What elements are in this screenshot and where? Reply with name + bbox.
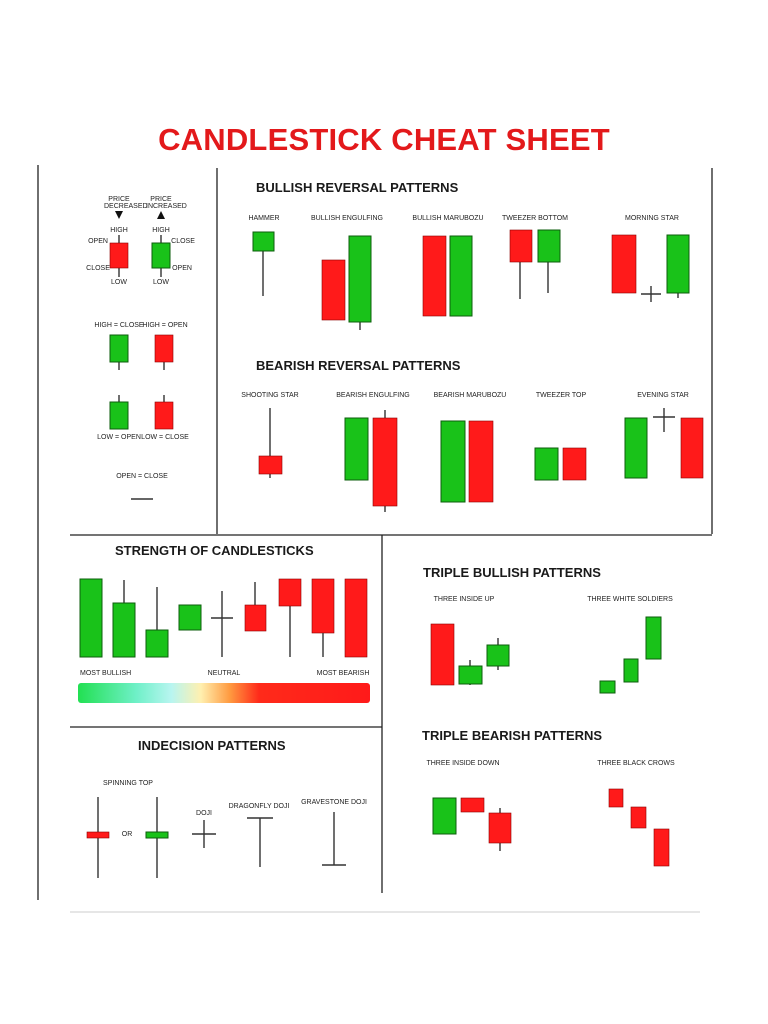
bullish-marubozu-bear <box>422 235 447 317</box>
legend-open-close-label: OPEN = CLOSE <box>116 473 168 480</box>
triple-bearish-heading: TRIPLE BEARISH PATTERNS <box>422 728 603 743</box>
bullish-reversal-drawings <box>252 229 690 330</box>
morning-star-bear <box>611 234 637 294</box>
spinning-top-label: SPINNING TOP <box>103 780 153 787</box>
legend-close-label-right: CLOSE <box>171 238 195 245</box>
bearish-marubozu-bear <box>468 420 494 503</box>
price-decreased-label: PRICE DECREASED <box>104 196 148 210</box>
legend-low-label-left: LOW <box>111 279 127 286</box>
bullish-engulfing-label: BULLISH ENGULFING <box>311 215 383 222</box>
strength-gradient-bar <box>78 683 370 703</box>
tweezer-bottom-label: TWEEZER BOTTOM <box>502 215 568 222</box>
hammer-label: HAMMER <box>248 215 280 222</box>
legend-bull-candle <box>151 242 171 269</box>
shooting-star-candle <box>258 455 283 475</box>
bearish-engulfing-label: BEARISH ENGULFING <box>336 392 410 399</box>
tweezer-bottom-bull <box>537 229 561 263</box>
neutral-label: NEUTRAL <box>207 670 241 677</box>
legend-low-open-label: LOW = OPEN <box>97 434 141 441</box>
tweezer-top-bear <box>562 447 587 481</box>
legend-low-close-label: LOW = CLOSE <box>141 434 189 441</box>
three-white-soldiers-label: THREE WHITE SOLDIERS <box>587 596 673 603</box>
indecision-drawings <box>86 797 346 878</box>
legend-high-label-right: HIGH <box>152 227 170 234</box>
triple-bullish-drawings <box>430 616 662 694</box>
three-inside-down-label: THREE INSIDE DOWN <box>426 760 500 767</box>
strength-heading: STRENGTH OF CANDLESTICKS <box>115 543 314 558</box>
strength-drawings <box>78 578 370 703</box>
morning-star-label: MORNING STAR <box>625 215 679 222</box>
legend-open-label-left: OPEN <box>88 238 108 245</box>
down-arrow-icon <box>115 211 123 219</box>
up-arrow-icon <box>157 211 165 219</box>
shooting-star-label: SHOOTING STAR <box>241 392 299 399</box>
most-bearish-label: MOST BEARISH <box>316 670 370 677</box>
bearish-engulfing-bear <box>372 417 398 507</box>
three-inside-up-label: THREE INSIDE UP <box>433 596 495 603</box>
legend-low-label-right: LOW <box>153 279 169 286</box>
evening-star-label: EVENING STAR <box>637 392 689 399</box>
or-label: OR <box>121 831 133 838</box>
legend-shaved-bottom-bear <box>154 401 174 430</box>
morning-star-bull <box>666 234 690 294</box>
legend-high-open-label: HIGH = OPEN <box>142 322 188 329</box>
legend-high-close-label: HIGH = CLOSE <box>94 322 144 329</box>
evening-star-bull <box>624 417 648 479</box>
page-title: CANDLESTICK CHEAT SHEET <box>158 122 610 157</box>
legend-high-label-left: HIGH <box>110 227 128 234</box>
most-bullish-label: MOST BULLISH <box>80 670 132 677</box>
three-black-crows-label: THREE BLACK CROWS <box>597 760 675 767</box>
price-increased-label: PRICE INCREASED <box>146 196 187 210</box>
evening-star-bear <box>680 417 704 479</box>
bullish-engulfing-bull <box>348 235 372 323</box>
tweezer-top-label: TWEEZER TOP <box>535 392 587 399</box>
legend-bear-candle <box>109 242 129 269</box>
legend-open-label-right: OPEN <box>172 265 192 272</box>
legend-shaved-top-bear <box>154 334 174 363</box>
triple-bearish-drawings <box>432 788 670 867</box>
legend-close-label-left: CLOSE <box>86 265 110 272</box>
bearish-reversal-drawings <box>258 408 704 512</box>
bullish-marubozu-bull <box>449 235 473 317</box>
bearish-reversal-heading: BEARISH REVERSAL PATTERNS <box>256 358 461 373</box>
dragonfly-doji-label: DRAGONFLY DOJI <box>228 803 290 810</box>
section-dividers <box>37 165 713 913</box>
doji-label: DOJI <box>196 810 212 817</box>
legend-candles <box>109 211 174 500</box>
tweezer-bottom-bear <box>509 229 533 263</box>
bearish-marubozu-bull <box>440 420 466 503</box>
legend-shaved-top-bull <box>109 334 129 363</box>
bullish-reversal-heading: BULLISH REVERSAL PATTERNS <box>256 180 459 195</box>
indecision-heading: INDECISION PATTERNS <box>138 738 286 753</box>
bearish-engulfing-bull <box>344 417 369 481</box>
bullish-marubozu-label: BULLISH MARUBOZU <box>412 215 484 222</box>
bearish-marubozu-label: BEARISH MARUBOZU <box>433 392 507 399</box>
triple-bullish-heading: TRIPLE BULLISH PATTERNS <box>423 565 601 580</box>
hammer-candle <box>252 231 275 252</box>
bullish-engulfing-bear <box>321 259 346 321</box>
tweezer-top-bull <box>534 447 559 481</box>
gravestone-doji-label: GRAVESTONE DOJI <box>301 799 367 806</box>
legend-shaved-bottom-bull <box>109 401 129 430</box>
